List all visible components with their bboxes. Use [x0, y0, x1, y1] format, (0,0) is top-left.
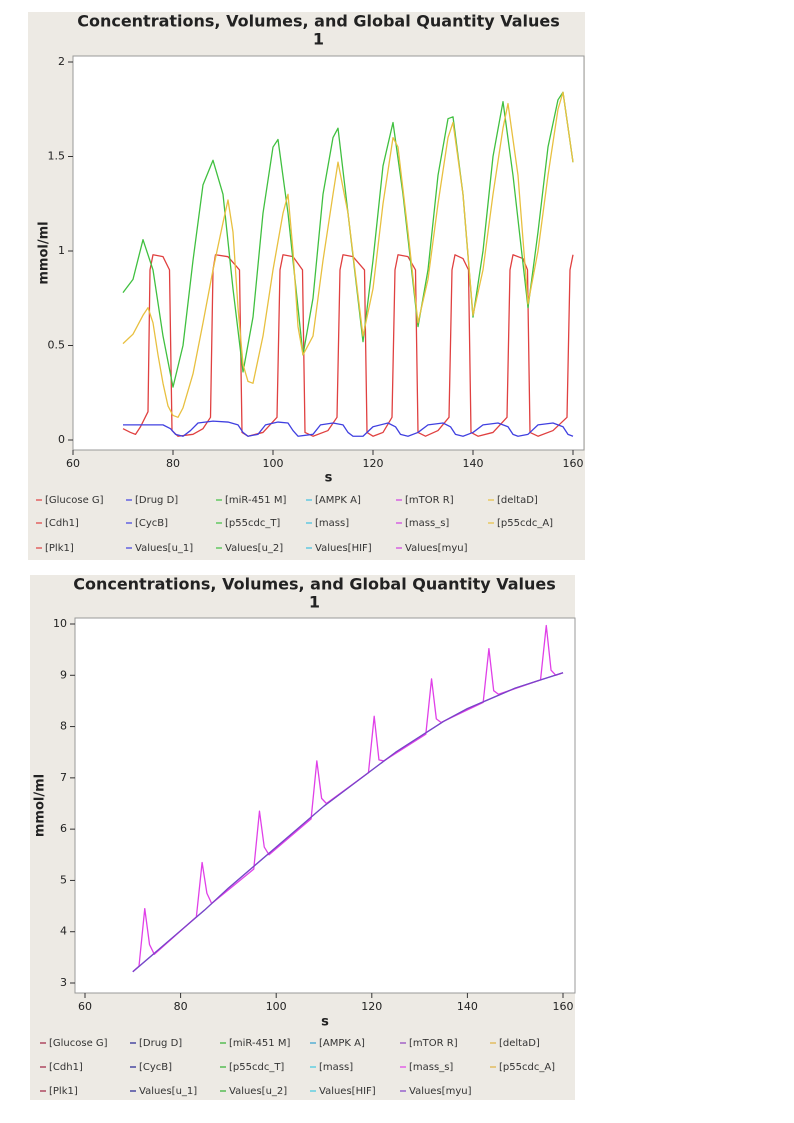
x-tick-label: 120 [363, 457, 384, 470]
x-axis-label: s [325, 471, 333, 486]
x-tick-label: 100 [263, 457, 284, 470]
x-tick-label: 60 [78, 1000, 92, 1013]
y-tick-label: 2 [58, 55, 65, 68]
chart: Concentrations, Volumes, and Global Quan… [30, 575, 576, 1100]
legend-label: [p55cdc_A] [497, 518, 553, 529]
x-tick-label: 160 [563, 457, 584, 470]
legend-label: [Plk1] [45, 543, 74, 554]
y-tick-label: 0 [58, 433, 65, 446]
y-tick-label: 8 [60, 720, 67, 733]
x-tick-label: 100 [266, 1000, 287, 1013]
legend-label: [Cdh1] [45, 518, 79, 529]
legend-label: [mTOR R] [405, 495, 454, 506]
y-tick-label: 4 [60, 925, 67, 938]
legend-label: [AMPK A] [315, 495, 361, 506]
series-line [122, 91, 574, 418]
legend-label: Values[u_1] [139, 1086, 197, 1097]
y-tick-label: 7 [60, 771, 67, 784]
y-tick-label: 10 [53, 617, 67, 630]
legend-label: [p55cdc_A] [499, 1062, 555, 1073]
x-tick-label: 140 [463, 457, 484, 470]
legend-label: [deltaD] [497, 495, 538, 506]
legend-label: [mass] [319, 1062, 353, 1073]
x-tick-label: 60 [66, 457, 80, 470]
legend-label: [Plk1] [49, 1086, 78, 1097]
legend-label: Values[u_2] [225, 543, 283, 554]
legend-label: [mTOR R] [409, 1038, 458, 1049]
x-axis-label: s [321, 1015, 329, 1030]
series-line [123, 420, 574, 437]
chart-title: Concentrations, Volumes, and Global Quan… [73, 575, 556, 594]
x-tick-label: 80 [166, 457, 180, 470]
y-tick-label: 1.5 [48, 150, 66, 163]
y-axis-label: mmol/ml [33, 774, 48, 837]
y-tick-label: 6 [60, 822, 67, 835]
series-line [122, 254, 574, 437]
x-tick-label: 80 [174, 1000, 188, 1013]
legend-label: [Drug D] [135, 495, 178, 506]
legend-label: Values[u_2] [229, 1086, 287, 1097]
chart-title: Concentrations, Volumes, and Global Quan… [77, 12, 560, 31]
series-line [122, 91, 574, 388]
x-tick-label: 160 [553, 1000, 574, 1013]
y-tick-label: 5 [60, 873, 67, 886]
legend-label: Values[HIF] [315, 543, 372, 554]
legend-label: Values[myu] [409, 1086, 472, 1097]
legend-label: [miR-451 M] [225, 495, 286, 506]
chart: Concentrations, Volumes, and Global Quan… [28, 12, 585, 560]
legend-label: [CycB] [139, 1062, 172, 1073]
y-axis-label: mmol/ml [37, 221, 52, 284]
legend-label: [p55cdc_T] [229, 1062, 284, 1073]
legend-label: Values[myu] [405, 543, 468, 554]
y-tick-label: 9 [60, 668, 67, 681]
y-tick-label: 0.5 [48, 339, 66, 352]
y-tick-label: 3 [60, 976, 67, 989]
legend-label: [mass] [315, 518, 349, 529]
legend-label: [Drug D] [139, 1038, 182, 1049]
legend-label: [Glucose G] [45, 495, 104, 506]
legend-label: [CycB] [135, 518, 168, 529]
legend-label: [p55cdc_T] [225, 518, 280, 529]
chart-subtitle: 1 [309, 593, 320, 612]
legend-label: [Glucose G] [49, 1038, 108, 1049]
legend-label: [AMPK A] [319, 1038, 365, 1049]
y-tick-label: 1 [58, 244, 65, 257]
series-line [132, 672, 564, 973]
x-tick-label: 140 [457, 1000, 478, 1013]
legend-label: [mass_s] [409, 1062, 453, 1073]
legend-label: Values[HIF] [319, 1086, 376, 1097]
legend-label: [miR-451 M] [229, 1038, 290, 1049]
x-tick-label: 120 [361, 1000, 382, 1013]
legend-label: [mass_s] [405, 518, 449, 529]
legend-label: [Cdh1] [49, 1062, 83, 1073]
chart-subtitle: 1 [313, 30, 324, 49]
legend-label: [deltaD] [499, 1038, 540, 1049]
legend-label: Values[u_1] [135, 543, 193, 554]
